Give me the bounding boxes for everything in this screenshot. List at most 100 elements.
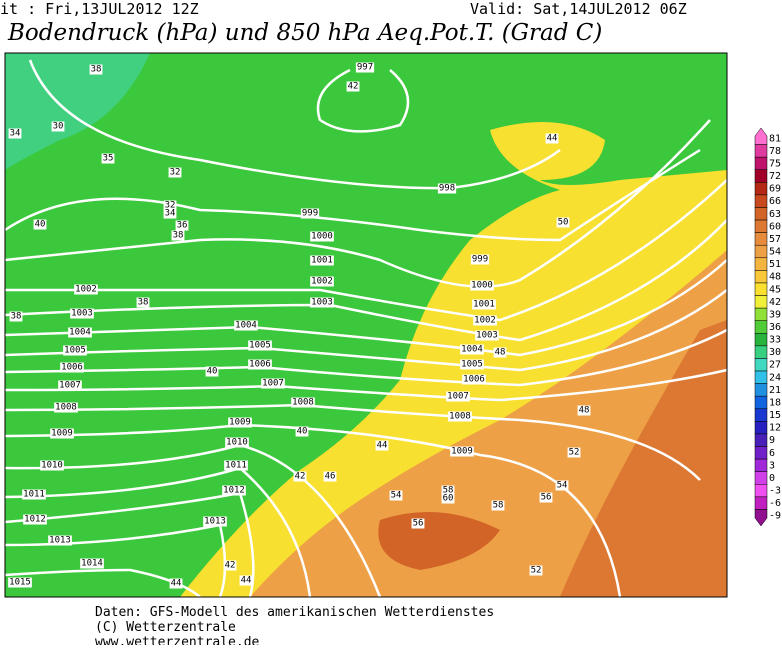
isobar-label-box bbox=[58, 380, 82, 391]
isobar-label: 1011 bbox=[23, 490, 45, 500]
isobar-label-box bbox=[446, 391, 470, 402]
temp-label: 40 bbox=[297, 427, 308, 437]
temp-label: 60 bbox=[443, 494, 454, 504]
isobar-label: 1013 bbox=[49, 536, 71, 546]
isobar-label-box bbox=[50, 428, 74, 439]
colorbar-cell bbox=[754, 458, 768, 472]
temp-label: 56 bbox=[413, 519, 424, 529]
colorbar: 8178757269666360575451484542393633302724… bbox=[754, 127, 781, 527]
temp-label-box bbox=[491, 500, 505, 511]
colorbar-label: 3 bbox=[769, 460, 775, 471]
isobar-label: 1007 bbox=[262, 379, 284, 389]
isobar-label-box bbox=[225, 437, 249, 448]
temp-label: 40 bbox=[35, 220, 46, 230]
colorbar-label: 63 bbox=[769, 209, 781, 220]
temp-label-box bbox=[295, 426, 309, 437]
temp-label-box bbox=[493, 347, 507, 358]
colorbar-cell bbox=[754, 509, 768, 527]
isobar-label-box bbox=[460, 359, 484, 370]
isobar-label-box bbox=[462, 374, 486, 385]
isobar-label-box bbox=[48, 535, 72, 546]
isobar-label: 1004 bbox=[461, 345, 483, 355]
temp-label: 38 bbox=[91, 65, 102, 75]
valid-time: Valid: Sat,14JUL2012 06Z bbox=[470, 0, 687, 18]
isobar-label: 1014 bbox=[81, 559, 103, 569]
temp-label-box bbox=[441, 493, 455, 504]
colorbar-label: 33 bbox=[769, 335, 781, 346]
isobar-label-box bbox=[291, 397, 315, 408]
colorbar-label: 75 bbox=[769, 158, 781, 169]
isobar-label: 1012 bbox=[24, 515, 46, 525]
isobar-label: 998 bbox=[439, 184, 455, 194]
temp-label: 34 bbox=[165, 209, 176, 219]
colorbar-cell bbox=[754, 446, 768, 460]
isobar-label: 1004 bbox=[235, 321, 257, 331]
temp-label: 34 bbox=[10, 129, 21, 139]
temp-label: 52 bbox=[531, 566, 542, 576]
temp-label: 30 bbox=[53, 122, 64, 132]
colorbar-label: 18 bbox=[769, 397, 781, 408]
isobar-label-box bbox=[470, 254, 490, 265]
colorbar-cell bbox=[754, 383, 768, 397]
temp-label: 48 bbox=[495, 348, 506, 358]
isobar-label-box bbox=[472, 299, 496, 310]
temp-label-box bbox=[529, 565, 543, 576]
isobar-label: 1003 bbox=[71, 309, 93, 319]
isobar-label-box bbox=[300, 208, 320, 219]
temp-label-box bbox=[169, 578, 183, 589]
isobar-label: 1012 bbox=[223, 486, 245, 496]
isobar-label-box bbox=[60, 362, 84, 373]
colorbar-label: 27 bbox=[769, 360, 781, 371]
isobar-label-box bbox=[475, 330, 499, 341]
colorbar-cell bbox=[754, 127, 768, 145]
isobar-label-box bbox=[355, 62, 375, 73]
colorbar-cell bbox=[754, 484, 768, 498]
isobar-label: 1003 bbox=[476, 331, 498, 341]
temp-label-box bbox=[389, 490, 403, 501]
colorbar-cell bbox=[754, 219, 768, 233]
colorbar-label: -3 bbox=[769, 486, 781, 497]
isobar-label: 999 bbox=[472, 255, 488, 265]
footer-url: www.wetterzentrale.de bbox=[95, 635, 260, 645]
temp-label: 58 bbox=[443, 486, 454, 496]
isobar-label-box bbox=[22, 489, 46, 500]
colorbar-label: 45 bbox=[769, 284, 781, 295]
colorbar-cell bbox=[754, 156, 768, 170]
temp-label: 32 bbox=[170, 168, 181, 178]
colorbar-cell bbox=[754, 345, 768, 359]
isobar-label: 1010 bbox=[226, 438, 248, 448]
temp-label: 42 bbox=[225, 561, 236, 571]
temp-label: 42 bbox=[295, 472, 306, 482]
run-time: it : Fri,13JUL2012 12Z bbox=[0, 0, 199, 18]
isobar-label: 1004 bbox=[69, 328, 91, 338]
colorbar-label: 15 bbox=[769, 410, 781, 421]
colorbar-cell bbox=[754, 257, 768, 271]
temp-label-box bbox=[223, 560, 237, 571]
colorbar-label: -9 bbox=[769, 511, 781, 522]
isobar-label: 1009 bbox=[451, 447, 473, 457]
isobar-label: 1015 bbox=[9, 578, 31, 588]
isobar-label-box bbox=[473, 315, 497, 326]
temp-label-box bbox=[239, 575, 253, 586]
temp-label-box bbox=[555, 480, 569, 491]
temp-label: 54 bbox=[391, 491, 402, 501]
colorbar-label: 42 bbox=[769, 297, 781, 308]
colorbar-cell bbox=[754, 282, 768, 296]
temp-label-box bbox=[136, 297, 150, 308]
isobar-label: 1006 bbox=[463, 375, 485, 385]
isobar-label-box bbox=[310, 276, 334, 287]
colorbar-label: 6 bbox=[769, 448, 775, 459]
colorbar-label: 78 bbox=[769, 146, 781, 157]
colorbar-cell bbox=[754, 270, 768, 284]
colorbar-label: 24 bbox=[769, 372, 781, 383]
isobar-label: 1008 bbox=[55, 403, 77, 413]
colorbar-label: 39 bbox=[769, 309, 781, 320]
colorbar-cell bbox=[754, 182, 768, 196]
temp-label-box bbox=[175, 220, 189, 231]
temp-label-box bbox=[101, 153, 115, 164]
isobar-label: 1006 bbox=[249, 360, 271, 370]
colorbar-label: -6 bbox=[769, 498, 781, 509]
colorbar-label: 30 bbox=[769, 347, 781, 358]
colorbar-cell bbox=[754, 244, 768, 259]
temp-label: 36 bbox=[177, 221, 188, 231]
